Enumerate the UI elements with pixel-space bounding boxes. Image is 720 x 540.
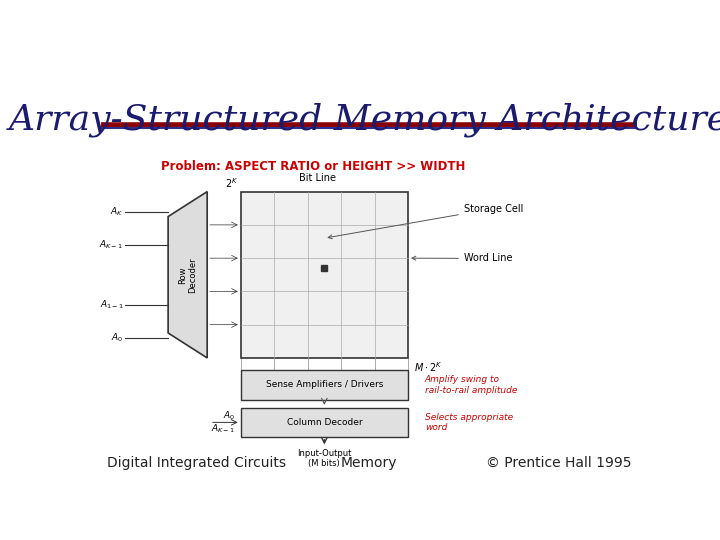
Polygon shape xyxy=(168,192,207,358)
Text: $2^K$: $2^K$ xyxy=(225,176,238,190)
Text: Row
Decoder: Row Decoder xyxy=(178,257,197,293)
Text: Amplify swing to
rail-to-rail amplitude: Amplify swing to rail-to-rail amplitude xyxy=(425,375,517,395)
Text: Bit Line: Bit Line xyxy=(300,173,336,183)
Text: Array-Structured Memory Architecture: Array-Structured Memory Architecture xyxy=(9,102,720,137)
Text: © Prentice Hall 1995: © Prentice Hall 1995 xyxy=(486,456,631,470)
Text: $A_{K-1}$: $A_{K-1}$ xyxy=(211,422,235,435)
FancyBboxPatch shape xyxy=(240,408,408,437)
Text: Storage Cell: Storage Cell xyxy=(328,204,523,239)
Text: $A_K$: $A_K$ xyxy=(110,205,124,218)
Text: $M \cdot 2^K$: $M \cdot 2^K$ xyxy=(414,360,442,374)
Text: Selects appropriate
word: Selects appropriate word xyxy=(425,413,513,432)
Text: Digital Integrated Circuits: Digital Integrated Circuits xyxy=(107,456,286,470)
Text: Word Line: Word Line xyxy=(412,253,513,264)
Text: $A_{1-1}$: $A_{1-1}$ xyxy=(99,299,124,311)
Text: $A_0$: $A_0$ xyxy=(222,410,235,422)
FancyBboxPatch shape xyxy=(240,370,408,400)
Text: $A_0$: $A_0$ xyxy=(111,332,124,344)
Text: Problem: ASPECT RATIO or HEIGHT >> WIDTH: Problem: ASPECT RATIO or HEIGHT >> WIDTH xyxy=(161,160,465,173)
Text: Column Decoder: Column Decoder xyxy=(287,418,362,427)
FancyBboxPatch shape xyxy=(240,192,408,358)
Text: $A_{K-1}$: $A_{K-1}$ xyxy=(99,239,124,251)
Text: Sense Amplifiers / Drivers: Sense Amplifiers / Drivers xyxy=(266,381,383,389)
Text: Memory: Memory xyxy=(341,456,397,470)
Text: Input-Output
(M bits): Input-Output (M bits) xyxy=(297,449,351,468)
